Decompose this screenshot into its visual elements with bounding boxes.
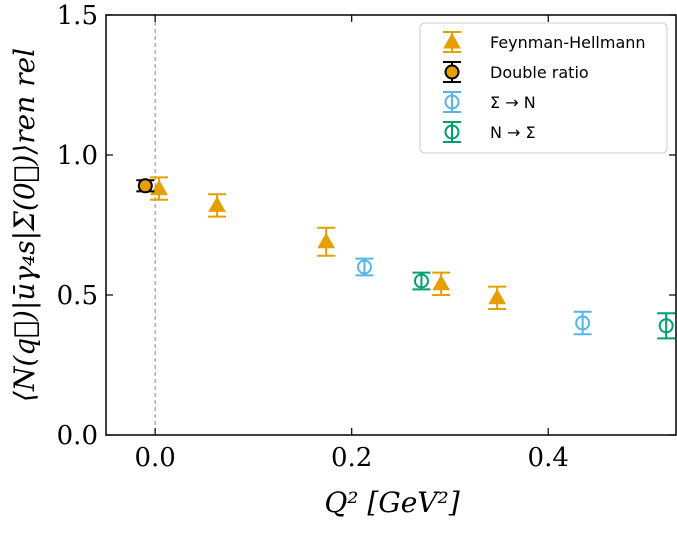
legend-box bbox=[419, 22, 668, 154]
legend-marker bbox=[444, 94, 460, 110]
legend-label: Double ratio bbox=[490, 63, 589, 82]
x-tick-label: 0.2 bbox=[331, 443, 372, 473]
y-tick-label: 1.0 bbox=[57, 141, 98, 171]
x-axis-title: Q² [GeV²] bbox=[324, 486, 459, 519]
data-point bbox=[413, 273, 429, 289]
legend-label: N → Σ bbox=[490, 123, 536, 142]
x-tick-label: 0.4 bbox=[528, 443, 569, 473]
axes-frame bbox=[105, 14, 677, 436]
data-point bbox=[208, 196, 226, 212]
data-point bbox=[658, 318, 674, 334]
data-point bbox=[575, 315, 591, 331]
legend-marker bbox=[444, 64, 460, 80]
data-point bbox=[137, 178, 153, 194]
y-tick-label: 0.5 bbox=[57, 281, 98, 311]
data-point bbox=[150, 179, 168, 196]
legend-marker bbox=[444, 124, 460, 140]
y-axis-title: ⟨N(q⃗)|ūγ₄s|Σ(0⃗)⟩ren rel bbox=[8, 48, 41, 402]
data-point bbox=[356, 259, 372, 275]
data-point bbox=[488, 288, 506, 305]
legend: Feynman-Hellmann Double ratio Σ → N N → Σ bbox=[419, 22, 668, 154]
legend-label: Σ → N bbox=[490, 93, 536, 112]
y-tick-label: 0.0 bbox=[57, 421, 98, 451]
x-tick-label: 0.0 bbox=[134, 443, 175, 473]
legend-marker bbox=[443, 32, 461, 49]
data-point bbox=[317, 232, 335, 249]
data-point bbox=[432, 274, 450, 291]
y-tick-label: 1.5 bbox=[57, 1, 98, 31]
plot-area: 0.0 0.2 0.4 0.0 0.5 1.0 1.5 bbox=[57, 1, 677, 473]
legend-label: Feynman-Hellmann bbox=[490, 33, 646, 52]
